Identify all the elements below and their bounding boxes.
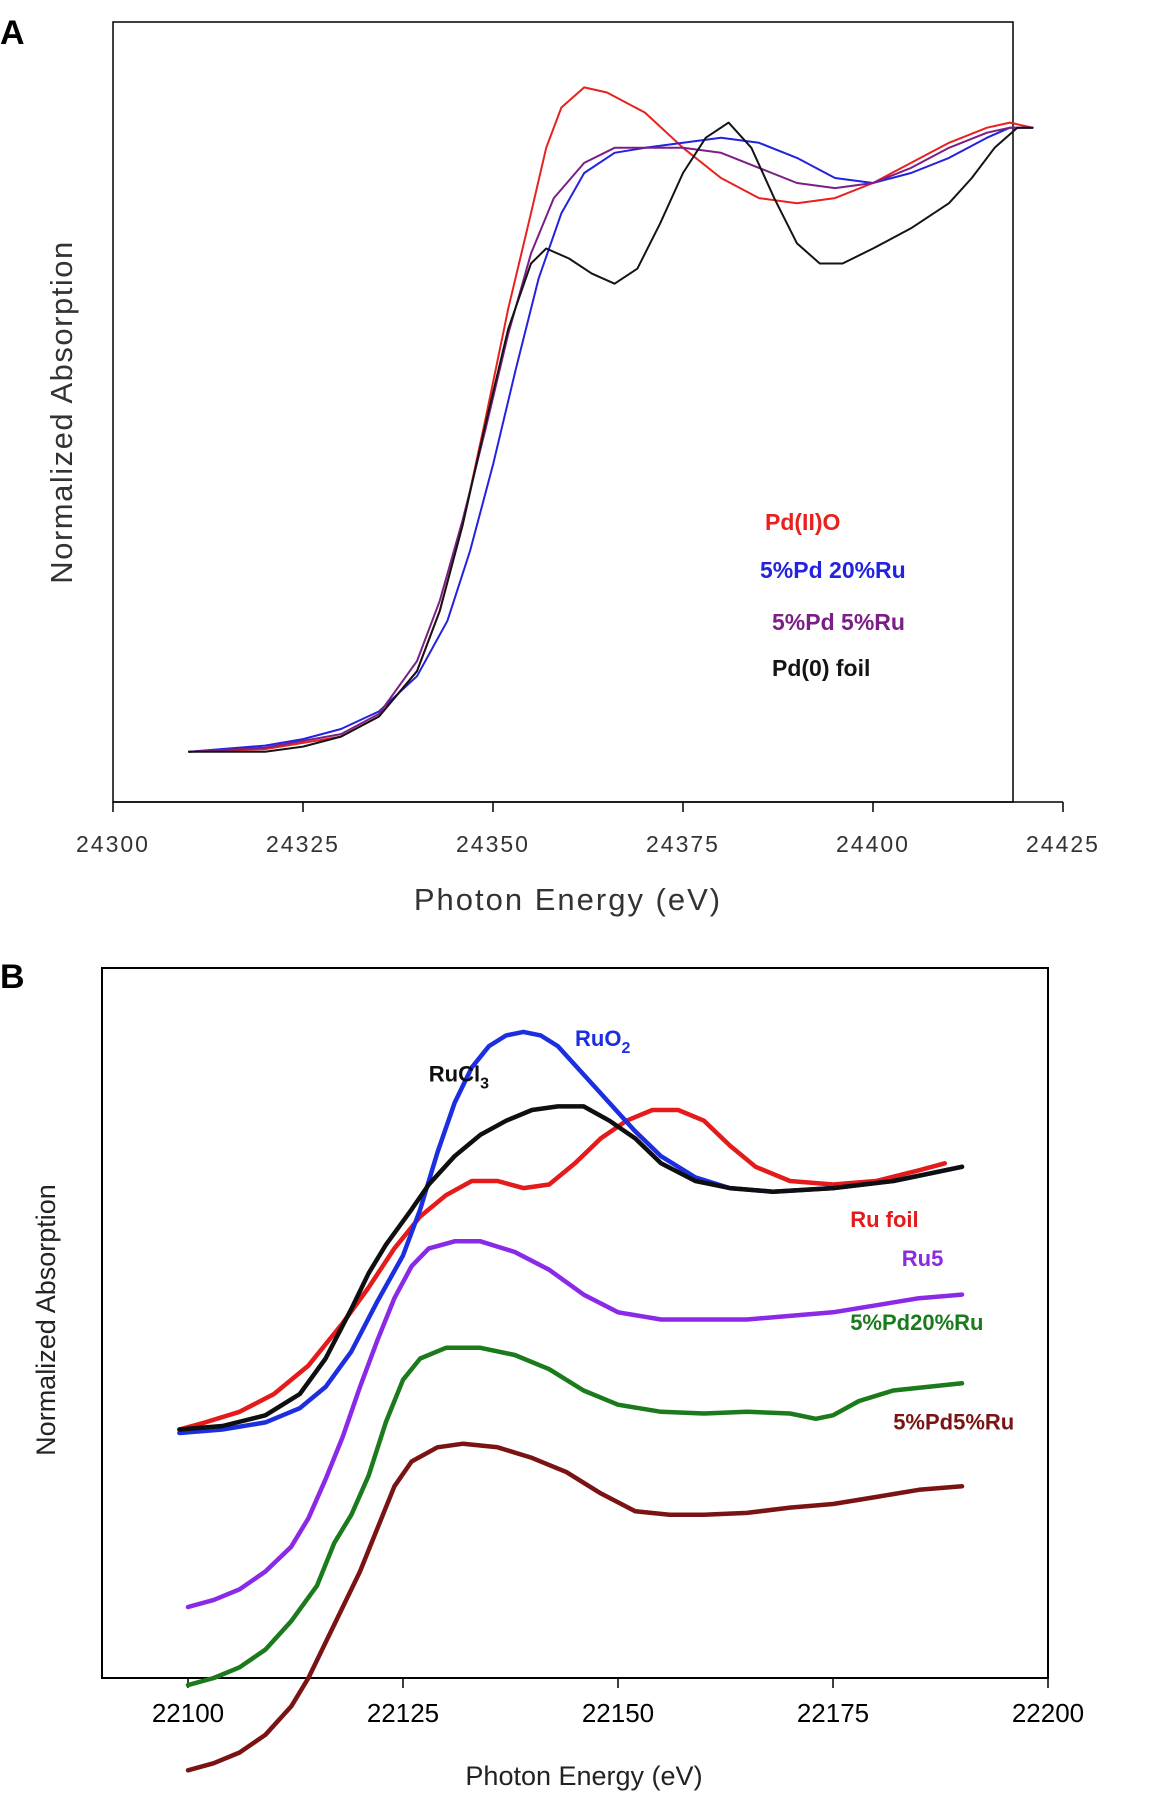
curve-label-text: RuO xyxy=(575,1026,621,1051)
legend-pd-foil: Pd(0) foil xyxy=(772,655,870,681)
curve-label-ru-foil: Ru foil xyxy=(850,1207,918,1232)
panel-b: B 22100 22125 22150 22175 22200 RuO2 RuCl3 Ru … xyxy=(0,958,1084,1791)
series-line-5pctpd-20pctru xyxy=(188,126,1034,753)
x-tick-label-22100: 22100 xyxy=(152,1698,224,1728)
curve-label-5pctpd20pctru: 5%Pd20%Ru xyxy=(850,1310,983,1335)
x-tick-label-22125: 22125 xyxy=(367,1698,439,1728)
x-tick-label-24425: 24425 xyxy=(1026,831,1100,857)
panel-b-x-axis-label: Photon Energy (eV) xyxy=(465,1761,702,1791)
panel-b-label: B xyxy=(0,958,25,996)
curve-label-5pctpd5pctru: 5%Pd5%Ru xyxy=(893,1410,1014,1435)
curve-label-subscript: 2 xyxy=(621,1040,630,1057)
x-tick-label-24400: 24400 xyxy=(836,831,910,857)
curve-label-subscript: 3 xyxy=(480,1076,489,1093)
legend-pdo: Pd(II)O xyxy=(765,509,840,535)
legend-5pd20ru: 5%Pd 20%Ru xyxy=(760,557,906,583)
curve-label-text: RuCl xyxy=(429,1062,480,1087)
panel-a-label: A xyxy=(0,14,25,52)
series-line-5pctpd20pctru xyxy=(185,1345,965,1688)
panel-a-x-axis-label: Photon Energy (eV) xyxy=(414,882,722,917)
legend-5pd5ru: 5%Pd 5%Ru xyxy=(772,609,905,635)
panel-b-y-axis-label: Normalized Absorption xyxy=(31,1184,61,1456)
curve-label-rucl3: RuCl3 xyxy=(429,1062,489,1093)
x-tick-label-24300: 24300 xyxy=(76,831,150,857)
x-tick-label-24375: 24375 xyxy=(646,831,720,857)
x-tick-label-22150: 22150 xyxy=(582,1698,654,1728)
panel-b-x-ticks: 22100 22125 22150 22175 22200 xyxy=(152,1678,1084,1728)
panel-a: A 24300 24325 24350 24375 24400 24425 Photon … xyxy=(0,14,1100,917)
curve-label-text: 5%Pd20%Ru xyxy=(850,1310,983,1335)
x-tick-label-22200: 22200 xyxy=(1012,1698,1084,1728)
series-line-ru5 xyxy=(185,1239,965,1610)
panel-b-series xyxy=(177,1029,965,1773)
curve-label-ruo2: RuO2 xyxy=(575,1026,630,1057)
panel-a-series xyxy=(188,86,1034,753)
panel-b-plot-frame xyxy=(101,967,1049,1679)
x-tick-label-22175: 22175 xyxy=(797,1698,869,1728)
x-tick-label-24350: 24350 xyxy=(456,831,530,857)
series-line-5pctpd-5pctru xyxy=(188,126,1034,753)
panel-b-curve-labels: RuO2 RuCl3 Ru foil Ru5 5%Pd20%Ru 5%Pd5%Ru xyxy=(429,1026,1014,1434)
panel-a-plot-frame xyxy=(112,21,1014,803)
series-line-pd-ii-o xyxy=(188,86,1034,753)
panel-a-y-axis-label: Normalized Absorption xyxy=(44,240,79,583)
series-line-pd-0-foil xyxy=(188,121,1034,753)
curve-label-ru5: Ru5 xyxy=(902,1246,944,1271)
series-line-rucl3 xyxy=(177,1104,965,1432)
panel-a-x-ticks: 24300 24325 24350 24375 24400 24425 xyxy=(76,802,1100,857)
panel-a-legend: Pd(II)O 5%Pd 20%Ru 5%Pd 5%Ru Pd(0) foil xyxy=(760,509,906,681)
series-line-ru-foil xyxy=(177,1107,948,1432)
curve-label-text: Ru5 xyxy=(902,1246,944,1271)
series-line-5pctpd5pctru xyxy=(185,1441,965,1773)
x-tick-label-24325: 24325 xyxy=(266,831,340,857)
curve-label-text: 5%Pd5%Ru xyxy=(893,1410,1014,1435)
curve-label-text: Ru foil xyxy=(850,1207,918,1232)
